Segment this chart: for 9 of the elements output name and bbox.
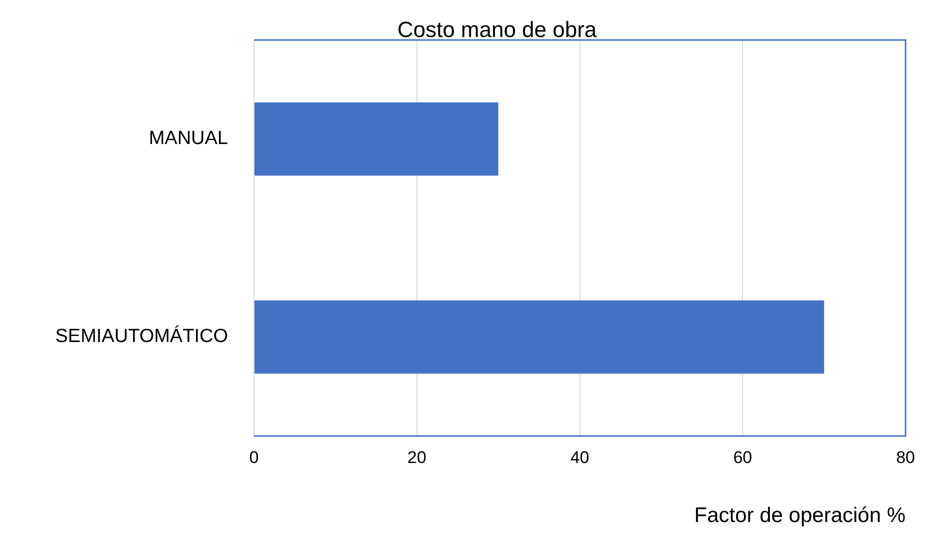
x-tick-label: 20	[407, 448, 426, 467]
x-axis-title: Factor de operación %	[694, 504, 906, 528]
x-tick-label: 60	[733, 448, 752, 467]
y-tick-label: SEMIAUTOMÁTICO	[55, 325, 228, 348]
x-tick-label: 80	[896, 448, 916, 467]
y-tick-label: MANUAL	[148, 128, 228, 150]
x-tick-label: 0	[249, 448, 259, 467]
chart-title: Costo mano de obra	[397, 17, 597, 43]
x-tick-label: 40	[570, 448, 590, 467]
